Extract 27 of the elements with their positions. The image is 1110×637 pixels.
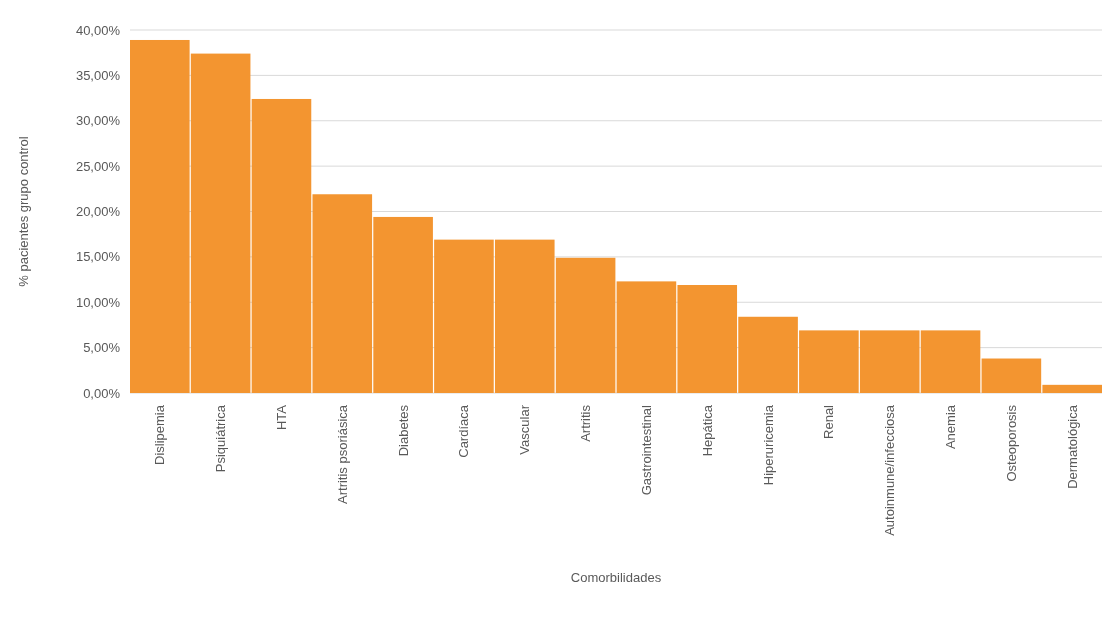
x-tick-label: Psiquiátrica: [213, 404, 229, 473]
x-tick-label: Osteoporosis: [1003, 404, 1019, 482]
x-axis-title: Comorbilidades: [570, 570, 662, 586]
x-tick-label: Cardíaca: [456, 404, 472, 458]
y-tick-label: 15,00%: [75, 249, 121, 265]
y-tick-label: 5,00%: [83, 340, 121, 356]
y-tick-label: 40,00%: [75, 22, 121, 38]
x-tick-label: HTA: [274, 404, 290, 431]
x-tick-label: Diabetes: [395, 404, 411, 457]
x-tick-label: Renal: [821, 404, 837, 439]
y-tick-label: 0,00%: [83, 385, 121, 401]
y-axis-title: % pacientes grupo control: [16, 136, 31, 287]
x-tick-label: Anemia: [943, 404, 959, 450]
y-tick-label: 35,00%: [75, 67, 121, 83]
x-tick-label: Gastrointestinal: [638, 404, 654, 496]
y-tick-label: 25,00%: [75, 158, 121, 174]
y-tick-label: 30,00%: [75, 113, 121, 129]
x-tick-label: Artritis psoriásica: [334, 404, 350, 504]
y-tick-label: 10,00%: [75, 294, 121, 310]
x-tick-label: Artritis: [578, 404, 594, 442]
x-tick-label: Dislipemia: [152, 404, 168, 465]
y-tick-label: 20,00%: [75, 204, 121, 220]
x-tick-label: Autoinmune/infecciosa: [882, 404, 898, 536]
x-tick-label: Hepática: [699, 404, 715, 457]
x-tick-label: Hiperuricemia: [760, 404, 776, 486]
x-tick-label: Vascular: [517, 404, 533, 455]
x-tick-label: Dermatológica: [1064, 404, 1080, 489]
